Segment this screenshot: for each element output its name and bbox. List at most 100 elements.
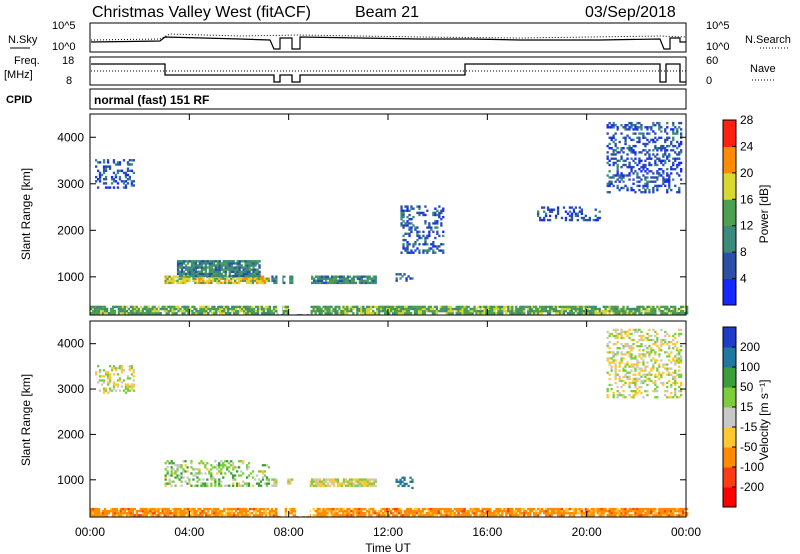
power-cell [170, 281, 173, 285]
velocity-cell [164, 468, 167, 471]
power-cell [272, 307, 276, 311]
velocity-cell [113, 512, 117, 515]
power-cell [610, 180, 613, 183]
power-cell [664, 312, 667, 315]
power-cell [261, 281, 265, 285]
power-cell [570, 206, 574, 209]
power-cell [461, 305, 464, 309]
power-cell [664, 149, 667, 152]
velocity-cell [411, 514, 415, 517]
power-cell [672, 161, 675, 165]
velocity-cell [622, 510, 625, 513]
power-cell [124, 175, 128, 179]
power-cell [459, 312, 462, 315]
velocity-cell [515, 507, 518, 511]
velocity-cell [638, 385, 641, 389]
power-cell [531, 309, 534, 313]
power-cell [636, 184, 639, 188]
velocity-cell [319, 480, 322, 483]
velocity-cell [111, 510, 115, 513]
power-cell [622, 305, 625, 309]
power-cell [572, 307, 576, 311]
velocity-cell [634, 512, 637, 515]
velocity-cell [111, 507, 115, 511]
power-cell [662, 172, 665, 175]
power-cell [346, 309, 349, 313]
velocity-cell [125, 507, 129, 511]
velocity-cell [356, 514, 359, 517]
power-cell [644, 144, 647, 148]
power-cell [219, 312, 222, 315]
velocity-cell [352, 512, 355, 515]
velocity-cell [284, 512, 287, 515]
power-cell [382, 309, 385, 313]
power-cell [612, 134, 615, 137]
power-cell [334, 305, 337, 309]
velocity-cell [358, 510, 361, 513]
power-cell [493, 312, 496, 315]
velocity-cell [348, 514, 351, 517]
power-cell [246, 312, 250, 315]
velocity-cell [610, 367, 613, 370]
velocity-cell [652, 357, 655, 360]
power-cell [92, 312, 95, 315]
power-cell [438, 213, 441, 217]
power-cell [324, 281, 328, 285]
power-cell [426, 234, 429, 238]
power-cell [224, 264, 227, 267]
power-cell [666, 136, 669, 139]
power-cell [206, 266, 209, 269]
velocity-cell [207, 512, 210, 515]
velocity-cell [556, 507, 560, 511]
velocity-cell [202, 482, 205, 485]
power-cell [574, 206, 577, 209]
power-cell [118, 163, 122, 166]
power-cell [266, 312, 270, 315]
power-cell [358, 281, 361, 285]
velocity-cell [628, 371, 631, 374]
velocity-cell [198, 478, 201, 481]
power-cell [666, 155, 669, 158]
power-cell [624, 307, 627, 311]
power-cell [666, 132, 669, 135]
power-cell [145, 312, 148, 315]
power-cell [131, 309, 134, 313]
power-cell [572, 208, 576, 211]
velocity-cell [374, 484, 377, 487]
nsky-trace [90, 36, 686, 50]
velocity-cell [668, 359, 671, 362]
velocity-cell [257, 478, 261, 481]
velocity-cell [632, 363, 635, 366]
velocity-cell [650, 347, 653, 350]
power-cell [397, 273, 400, 276]
velocity-cell [255, 474, 259, 477]
power-cell [114, 173, 118, 177]
velocity-cell [290, 512, 293, 515]
velocity-cell [652, 381, 655, 385]
power-cell [232, 266, 235, 269]
power-cell [105, 309, 109, 313]
velocity-cell [666, 373, 669, 376]
velocity-cell [175, 510, 178, 513]
power-cell [410, 205, 413, 208]
power-cell [413, 307, 417, 311]
power-cell [214, 266, 217, 269]
power-cell [570, 309, 574, 313]
velocity-cell [112, 373, 116, 376]
velocity-cell [624, 514, 627, 517]
velocity-cell [364, 514, 367, 517]
velocity-cell [330, 480, 334, 483]
velocity-cell [664, 510, 667, 513]
velocity-colorbar-tick-label: -15 [740, 420, 758, 434]
power-cell [686, 305, 689, 309]
power-cell [397, 305, 401, 309]
power-cell [501, 309, 504, 313]
power-cell [211, 312, 214, 315]
velocity-cell [129, 514, 132, 517]
power-cell [662, 180, 665, 183]
velocity-cell [580, 510, 583, 513]
power-cell [202, 266, 205, 269]
power-cell [184, 266, 188, 269]
velocity-cell [622, 507, 625, 511]
power-cell [212, 279, 215, 282]
